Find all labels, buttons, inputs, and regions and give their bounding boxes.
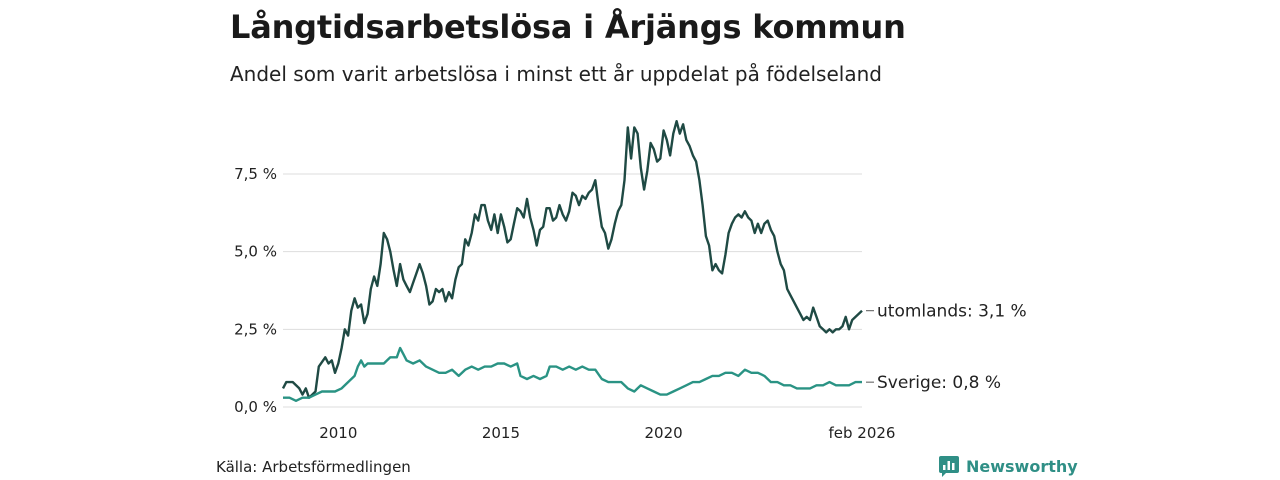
y-axis-ticks: 0,0 % 2,5 % 5,0 % 7,5 % bbox=[234, 165, 277, 416]
series-line-utomlands bbox=[281, 120, 863, 399]
x-axis-ticks: 2010 2015 2020 feb 2026 bbox=[319, 424, 895, 442]
series-lines bbox=[281, 120, 863, 402]
series-line-sverige bbox=[283, 346, 862, 402]
x-tick-label: 2020 bbox=[644, 424, 682, 442]
y-tick-label: 0,0 % bbox=[234, 398, 277, 416]
brand-logo: Newsworthy bbox=[938, 455, 1078, 477]
end-label-utomlands: utomlands: 3,1 % bbox=[877, 302, 1027, 322]
x-tick-label: 2015 bbox=[482, 424, 520, 442]
end-label-sverige: Sverige: 0,8 % bbox=[877, 373, 1001, 393]
y-tick-label: 7,5 % bbox=[234, 165, 277, 183]
end-labels: utomlands: 3,1 % Sverige: 0,8 % bbox=[866, 302, 1027, 393]
y-tick-label: 2,5 % bbox=[234, 320, 277, 338]
chart-subtitle: Andel som varit arbetslösa i minst ett å… bbox=[230, 62, 882, 86]
y-tick-label: 5,0 % bbox=[234, 243, 277, 261]
x-tick-label: feb 2026 bbox=[829, 424, 896, 442]
source-note: Källa: Arbetsförmedlingen bbox=[216, 458, 411, 476]
gridlines bbox=[283, 173, 862, 408]
newsworthy-logo-icon bbox=[939, 456, 959, 477]
chart-title: Långtidsarbetslösa i Årjängs kommun bbox=[230, 8, 906, 46]
brand-name: Newsworthy bbox=[966, 456, 1078, 476]
x-tick-label: 2010 bbox=[319, 424, 357, 442]
